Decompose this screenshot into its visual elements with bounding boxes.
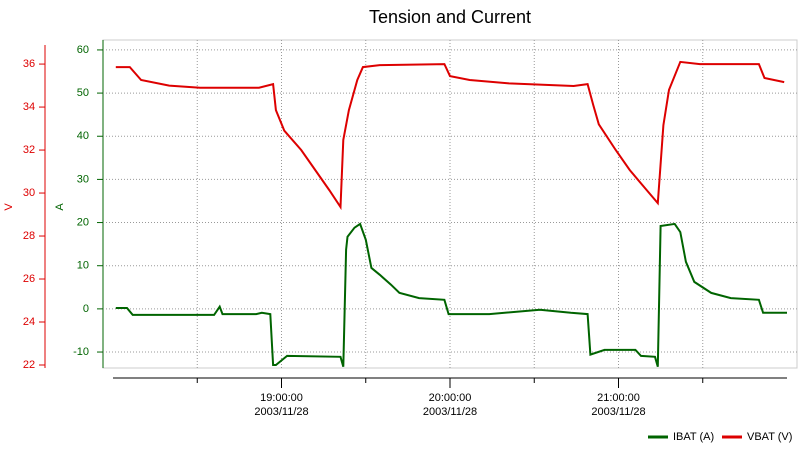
y-tick-label: 0	[83, 303, 89, 315]
series-line	[115, 222, 787, 367]
y-tick-label: 60	[77, 44, 89, 56]
x-tick-label: 20:00:00	[429, 392, 472, 404]
y2-tick-label: 26	[23, 273, 35, 285]
legend-label: VBAT (V)	[747, 431, 792, 443]
y2-tick-label: 22	[23, 359, 35, 371]
x-tick-date: 2003/11/28	[254, 406, 308, 418]
plot-frame	[102, 39, 798, 369]
y2-axis-label: V	[3, 203, 15, 211]
legend-label: IBAT (A)	[673, 431, 714, 443]
y2-tick-label: 24	[23, 316, 35, 328]
y2-tick-label: 32	[23, 144, 35, 156]
chart-title: Tension and Current	[369, 7, 531, 27]
y2-tick-label: 36	[23, 58, 35, 70]
y2-tick-label: 28	[23, 230, 35, 242]
y-tick-label: 40	[77, 130, 89, 142]
y2-tick-label: 34	[23, 101, 35, 113]
y-tick-label: 50	[77, 87, 89, 99]
series-line	[115, 60, 785, 211]
y-tick-label: -10	[73, 346, 89, 358]
x-tick-date: 2003/11/28	[591, 406, 645, 418]
x-tick-label: 19:00:00	[260, 392, 303, 404]
x-tick-label: 21:00:00	[597, 392, 640, 404]
y-tick-label: 20	[77, 216, 89, 228]
y-tick-label: 10	[77, 260, 89, 272]
x-tick-date: 2003/11/28	[423, 406, 477, 418]
y-axis-label: A	[54, 203, 66, 211]
y2-tick-label: 30	[23, 187, 35, 199]
y-tick-label: 30	[77, 173, 89, 185]
